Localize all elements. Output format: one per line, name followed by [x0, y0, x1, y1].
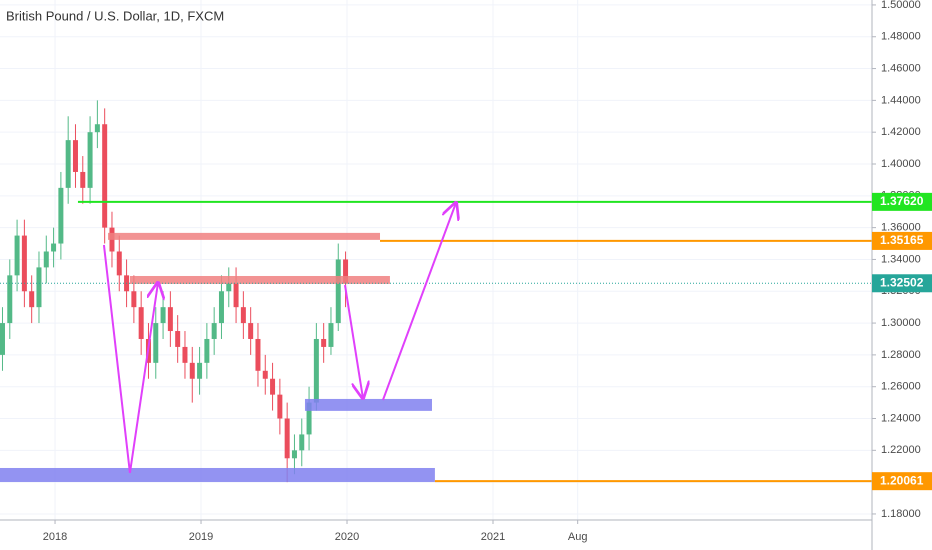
candle-body [58, 187, 64, 244]
candle-body [299, 434, 305, 451]
y-tick-label: 1.40000 [881, 158, 921, 170]
y-tick-label: 1.26000 [881, 381, 921, 393]
candle-body [197, 362, 203, 379]
price-label-box [872, 192, 932, 211]
candle-body [80, 171, 86, 188]
candle-body [226, 283, 232, 292]
y-tick-label: 1.28000 [881, 349, 921, 361]
y-tick-label: 1.18000 [881, 508, 921, 520]
candle-body [277, 394, 283, 419]
candle-body [65, 140, 71, 188]
y-tick-label: 1.30000 [881, 317, 921, 329]
y-tick-label: 1.34000 [881, 253, 921, 265]
candle-body [7, 275, 13, 324]
candle-body [182, 346, 188, 363]
x-tick-label: 2019 [189, 531, 213, 543]
arrow [381, 203, 456, 401]
candle-body [321, 338, 327, 347]
candle-body [284, 418, 290, 459]
arrow [102, 244, 158, 474]
candle-body [255, 338, 261, 371]
price-label: 1.20061 [880, 473, 924, 487]
y-tick-label: 1.24000 [881, 412, 921, 424]
candle-body [167, 307, 173, 332]
candle-body [21, 235, 27, 292]
arrow [343, 284, 363, 398]
candle-body [204, 338, 210, 363]
x-tick-label: Aug [568, 531, 588, 543]
candle-body [131, 291, 137, 308]
price-label: 1.35165 [880, 233, 924, 247]
candle-body [29, 291, 35, 308]
candle-body [306, 402, 312, 435]
price-label: 1.32502 [880, 275, 924, 289]
chart-title: British Pound / U.S. Dollar, 1D, FXCM [6, 8, 224, 23]
y-tick-label: 1.46000 [881, 62, 921, 74]
candle-body [335, 259, 341, 324]
candle-body [138, 307, 144, 339]
price-label-box [872, 231, 932, 250]
candle-body [153, 323, 159, 363]
price-label: 1.37620 [880, 194, 924, 208]
candle-body [94, 124, 100, 133]
zone [304, 398, 432, 411]
price-label-box [872, 472, 932, 491]
candle-body [36, 267, 42, 308]
y-tick-label: 1.42000 [881, 126, 921, 138]
candle-body [233, 283, 239, 308]
plot [0, 100, 872, 483]
candle-body [72, 140, 78, 172]
candle-body [102, 124, 108, 228]
price-label-box [872, 274, 932, 293]
x-tick-label: 2020 [335, 531, 359, 543]
zone [0, 467, 435, 482]
candle-body [291, 450, 297, 459]
candle-body [14, 235, 20, 276]
candle-body [313, 338, 319, 403]
candle-body [248, 323, 254, 339]
candle-body [240, 307, 246, 324]
candle-body [51, 243, 57, 252]
y-tick-label: 1.44000 [881, 94, 921, 106]
zone [108, 232, 381, 240]
candle-body [160, 307, 166, 324]
candle-body [218, 291, 224, 324]
candle-body [262, 370, 268, 379]
y-tick-label: 1.48000 [881, 31, 921, 43]
axes: 1.180001.200001.220001.240001.260001.280… [43, 0, 932, 543]
candle-body [43, 251, 49, 268]
candle-body [0, 323, 5, 355]
zone [129, 275, 390, 284]
candle-body [328, 323, 334, 347]
y-tick-label: 1.36000 [881, 222, 921, 234]
y-tick-label: 1.50000 [881, 0, 921, 11]
grid [0, 0, 872, 520]
y-tick-label: 1.22000 [881, 444, 921, 456]
candle-body [116, 251, 122, 276]
candle-body [343, 259, 349, 284]
x-tick-label: 2021 [481, 531, 505, 543]
candle-body [175, 331, 181, 347]
candle-body [87, 132, 93, 188]
candle-body [189, 362, 195, 379]
x-tick-label: 2018 [43, 531, 67, 543]
candle-body [270, 378, 276, 395]
candle-body [211, 323, 217, 339]
